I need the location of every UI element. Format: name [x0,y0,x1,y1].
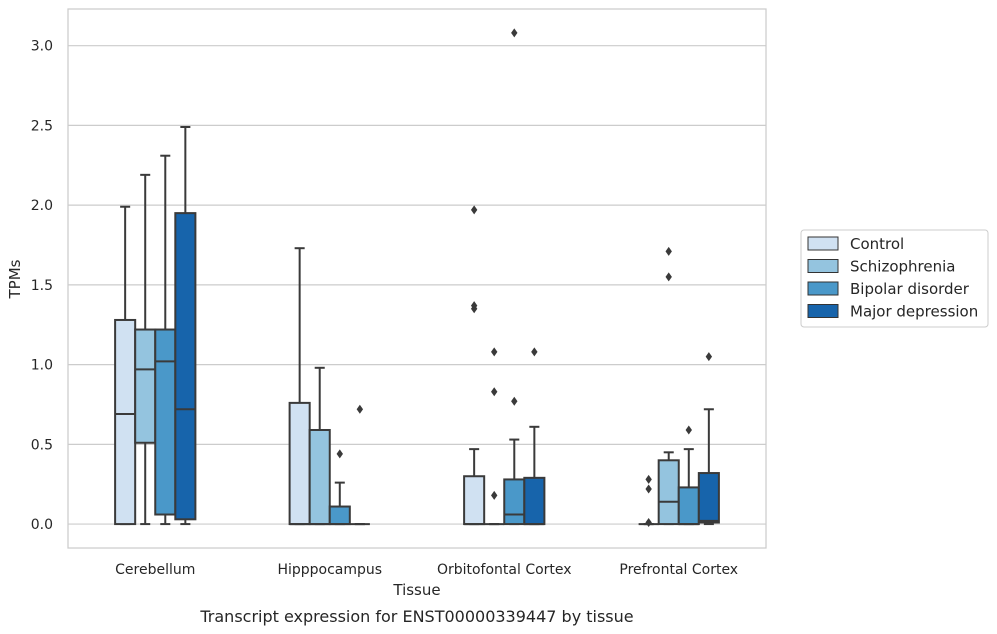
legend-label: Control [850,235,904,253]
box-bipolar-disorder [328,449,351,526]
legend-frame [800,229,989,328]
box-bipolar-disorder [154,154,177,526]
outlier-point [705,352,713,362]
outlier-point [665,272,672,282]
box-control [288,247,311,526]
box-iqr [134,328,157,444]
legend-label: Bipolar disorder [850,280,970,298]
outlier-point [491,347,498,357]
outlier-point [491,387,498,397]
box-iqr [657,459,680,526]
y-tick-label: 0.5 [31,437,53,453]
box-major-depression [349,404,370,526]
box-major-depression [174,126,197,526]
box-bipolar-disorder [503,28,526,526]
outlier-point [336,449,343,459]
outlier-point [470,304,478,314]
box-iqr [463,475,486,526]
box-iqr [154,328,177,516]
y-tick-label: 0.0 [31,517,53,533]
box-iqr [114,318,137,526]
box-iqr [308,428,331,526]
box-iqr [677,486,700,526]
x-tick-label: Hipppocampus [277,562,382,578]
box-iqr [503,478,526,526]
box-schizophrenia [657,246,680,526]
x-tick-labels: Cerebellum Hipppocampus Orbitofontal Corte… [115,562,738,578]
box-groups [114,28,720,527]
y-tick-label: 1.0 [31,358,53,374]
y-tick-label: 2.0 [31,198,53,214]
x-tick-label: Orbitofontal Cortex [437,562,572,578]
y-tick-label: 1.5 [31,278,53,294]
outlier-point [665,246,672,256]
y-tick-label: 2.5 [31,118,53,134]
box-iqr [523,476,546,526]
box-major-depression [697,352,720,526]
outlier-point [645,484,652,494]
x-tick-label: Cerebellum [115,562,195,578]
y-axis-label: TPMs [6,259,24,299]
outlier-point [531,347,538,357]
legend-swatch [807,236,839,251]
box-iqr [288,401,311,526]
box-control [463,205,486,526]
box-major-depression [523,347,546,526]
outlier-point [491,490,498,500]
chart-caption: Transcript expression for ENST0000033944… [199,607,633,626]
legend-swatch [807,281,839,296]
outlier-point [511,28,518,38]
legend-label: Major depression [850,303,978,321]
box-schizophrenia [484,347,505,526]
y-tick-labels: 0.0 0.5 1.0 1.5 2.0 2.5 3.0 [31,39,53,533]
legend-label: Schizophrenia [850,258,955,276]
box-iqr [174,212,197,521]
box-schizophrenia [308,366,331,526]
box-control [638,474,659,527]
y-tick-label: 3.0 [31,39,53,55]
outlier-point [685,425,692,435]
outlier-point [356,404,364,414]
x-tick-label: Prefrontal Cortex [619,562,738,578]
box-iqr [697,472,720,524]
legend: Control Schizophrenia Bipolar disorder Majo… [800,229,989,328]
legend-swatch [807,304,839,318]
outlier-point [645,517,652,527]
outlier-point [511,396,518,406]
x-axis-label: Tissue [392,581,440,599]
box-iqr [328,505,351,526]
outlier-point [470,205,478,215]
legend-swatch [807,259,839,273]
outlier-point [645,474,652,484]
